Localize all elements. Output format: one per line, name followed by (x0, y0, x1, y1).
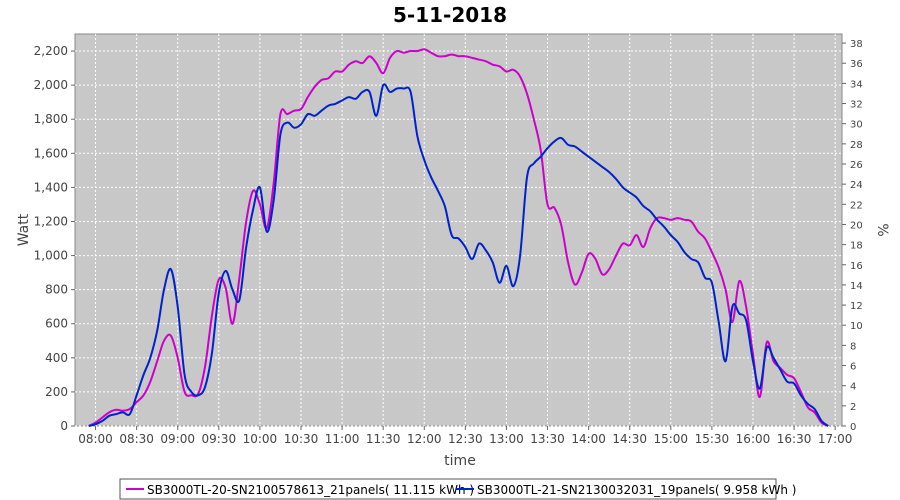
x-tick-label: 12:30 (448, 432, 483, 446)
legend-label-series-1: SB3000TL-20-SN2100578613_21panels( 11.11… (147, 483, 474, 497)
y-tick-label: 1,200 (34, 214, 68, 228)
y-right-tick-label: 6 (850, 362, 856, 373)
y-tick-label: 2,000 (34, 78, 68, 92)
y-tick-label: 1,600 (34, 146, 68, 160)
chart-title: 5-11-2018 (393, 3, 507, 27)
legend: SB3000TL-20-SN2100578613_21panels( 11.11… (119, 478, 796, 500)
y-right-tick-label: 22 (850, 200, 863, 211)
y-right-tick-label: 20 (850, 220, 863, 231)
y-tick-label: 0 (60, 419, 68, 433)
x-tick-label: 17:00 (818, 432, 853, 446)
x-tick-label: 14:30 (612, 432, 647, 446)
y-tick-label: 2,200 (34, 44, 68, 58)
series-line-1 (88, 48, 829, 427)
x-tick-label: 11:00 (325, 432, 360, 446)
y-right-tick-label: 30 (850, 120, 863, 131)
x-tick-label: 09:30 (202, 432, 237, 446)
x-tick-label: 08:30 (119, 432, 154, 446)
y-right-tick-label: 24 (850, 180, 863, 191)
y-tick-label: 1,000 (34, 249, 68, 263)
y-right-tick-label: 8 (850, 341, 856, 352)
y-right-tick-label: 28 (850, 140, 863, 151)
y-right-tick-label: 16 (850, 261, 863, 272)
y-right-tick-label: 0 (850, 422, 856, 433)
x-tick-label: 10:30 (284, 432, 319, 446)
plot-area (74, 33, 843, 427)
axes: 02004006008001,0001,2001,4001,6001,8002,… (34, 39, 863, 446)
x-tick-label: 11:30 (366, 432, 401, 446)
y-right-tick-label: 18 (850, 241, 863, 252)
y-right-tick-label: 2 (850, 402, 856, 413)
x-tick-label: 16:30 (777, 432, 812, 446)
x-tick-label: 14:00 (571, 432, 606, 446)
y-right-tick-label: 12 (850, 301, 863, 312)
y-right-tick-label: 34 (850, 79, 863, 90)
y-right-tick-label: 36 (850, 59, 863, 70)
y-tick-label: 800 (45, 283, 68, 297)
y-right-tick-label: 14 (850, 281, 863, 292)
y-tick-label: 1,400 (34, 180, 68, 194)
y-right-tick-label: 4 (850, 382, 856, 393)
x-tick-label: 13:30 (530, 432, 565, 446)
y-axis-right-label: % (874, 223, 890, 236)
y-right-tick-label: 38 (850, 39, 863, 50)
y-tick-label: 200 (45, 385, 68, 399)
grid-lines (75, 34, 842, 427)
y-right-tick-label: 10 (850, 321, 863, 332)
series-line-2 (88, 83, 829, 427)
x-tick-label: 16:00 (736, 432, 771, 446)
x-axis-label: time (444, 453, 476, 469)
y-tick-label: 1,800 (34, 112, 68, 126)
y-tick-label: 400 (45, 351, 68, 365)
y-axis-label: Watt (16, 213, 32, 246)
y-tick-label: 600 (45, 317, 68, 331)
y-right-tick-label: 26 (850, 160, 863, 171)
legend-label-series-2: SB3000TL-21-SN2130032031_19panels( 9.958… (477, 483, 796, 497)
x-tick-label: 10:00 (243, 432, 278, 446)
x-tick-label: 15:00 (653, 432, 688, 446)
legend-box (119, 478, 777, 500)
x-tick-label: 09:00 (160, 432, 195, 446)
x-tick-label: 15:30 (695, 432, 730, 446)
series-lines (88, 48, 829, 427)
x-tick-label: 12:00 (407, 432, 442, 446)
x-tick-label: 08:00 (78, 432, 113, 446)
y-right-tick-label: 32 (850, 100, 863, 111)
x-tick-label: 13:00 (489, 432, 524, 446)
